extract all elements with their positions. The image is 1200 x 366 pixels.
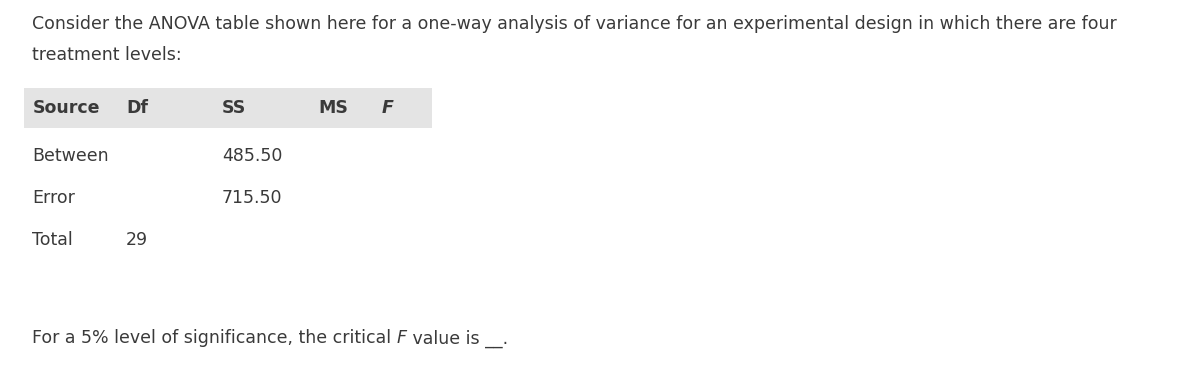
Text: 715.50: 715.50	[222, 188, 282, 207]
Text: Error: Error	[32, 188, 76, 207]
Text: Total: Total	[32, 231, 73, 249]
Text: For a 5% level of significance, the critical: For a 5% level of significance, the crit…	[32, 329, 397, 347]
Text: F: F	[382, 99, 394, 117]
Bar	[24, 88, 432, 128]
Text: treatment levels:: treatment levels:	[32, 46, 182, 64]
Text: Df: Df	[126, 99, 148, 117]
Text: Source: Source	[32, 99, 100, 117]
Text: Between: Between	[32, 146, 109, 165]
Text: value is __.: value is __.	[407, 329, 508, 348]
Text: 29: 29	[126, 231, 148, 249]
Text: F: F	[397, 329, 407, 347]
Text: 485.50: 485.50	[222, 146, 282, 165]
Text: SS: SS	[222, 99, 246, 117]
Text: Consider the ANOVA table shown here for a one-way analysis of variance for an ex: Consider the ANOVA table shown here for …	[32, 15, 1117, 33]
Text: MS: MS	[318, 99, 348, 117]
